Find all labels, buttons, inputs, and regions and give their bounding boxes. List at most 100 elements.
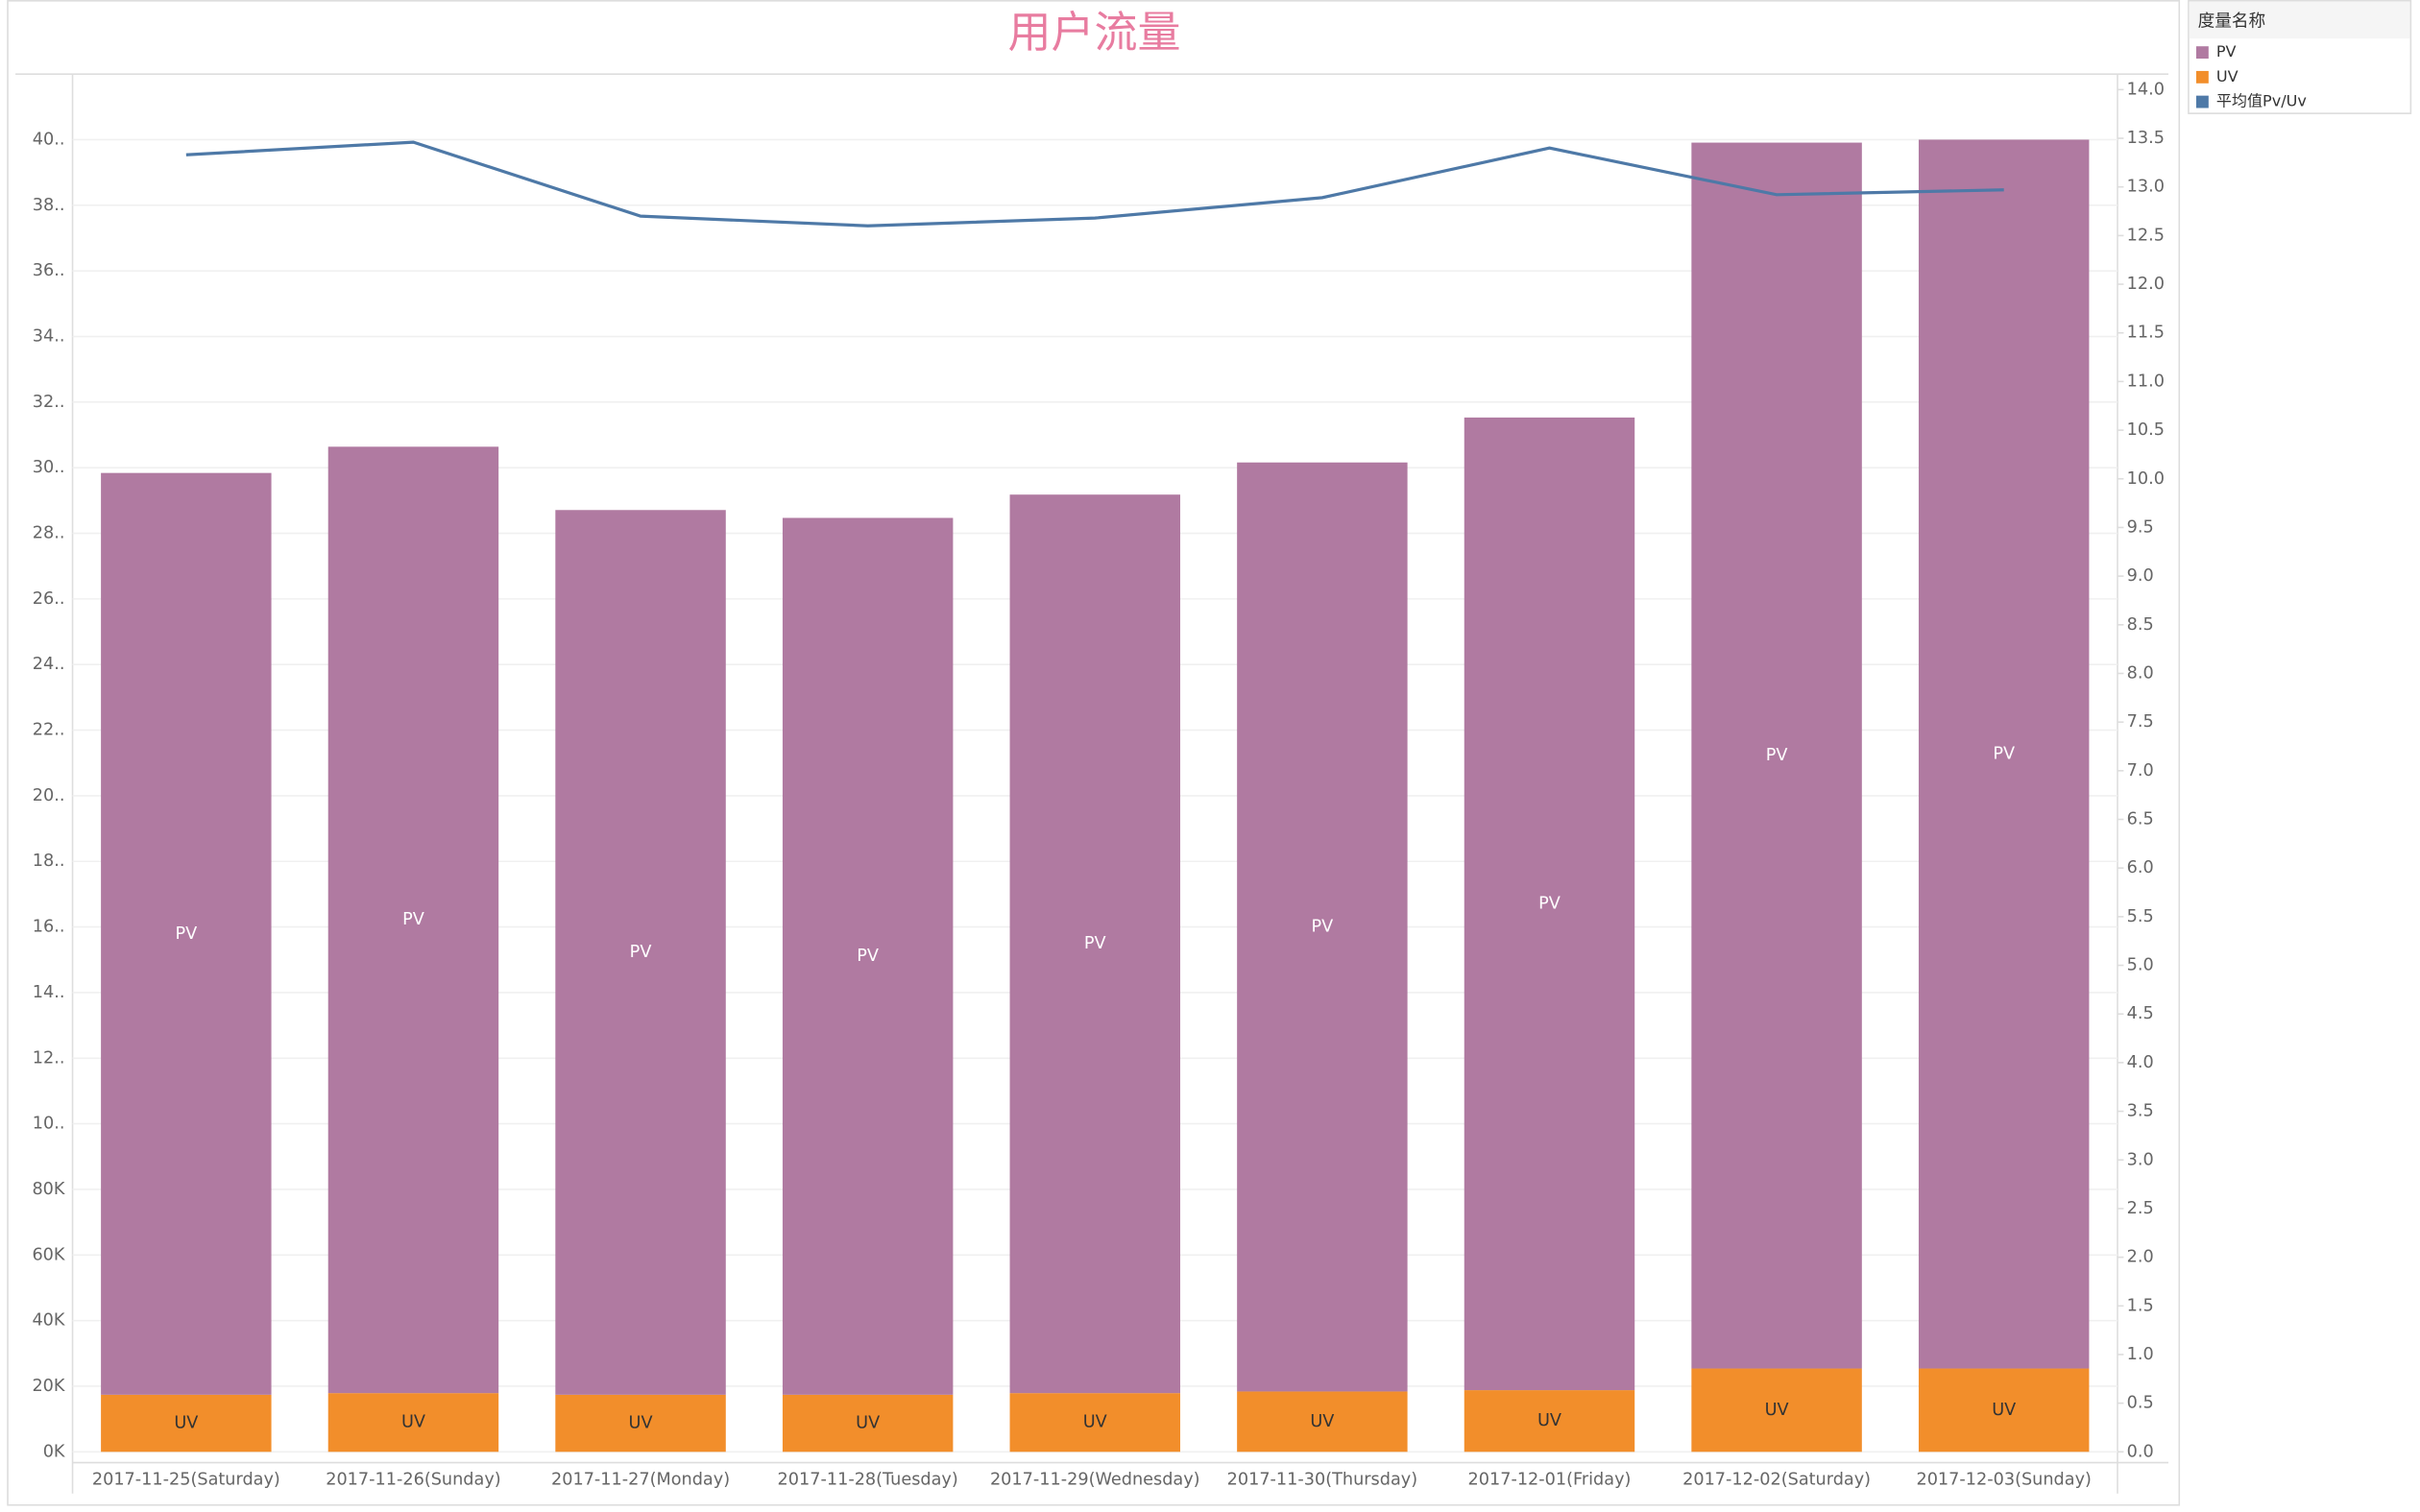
y-tick-label: 40..: [33, 130, 65, 149]
bar-label: PV: [175, 924, 197, 944]
y2-tick-label: 3.5: [2127, 1102, 2154, 1121]
y2-tick-label: 7.5: [2127, 712, 2154, 732]
y2-tick-label: 8.0: [2127, 663, 2154, 683]
y2-tick-label: 9.5: [2127, 517, 2154, 537]
y2-tick-label: 10.5: [2127, 420, 2165, 440]
y2-tick-label: 0.5: [2127, 1394, 2154, 1413]
y-tick-label: 40K: [32, 1311, 64, 1331]
bar-segment: [1691, 1368, 1862, 1452]
y2-tick-label: 4.5: [2127, 1004, 2154, 1023]
y2-tick-label: 3.0: [2127, 1150, 2154, 1169]
y2-tick-label: 1.5: [2127, 1296, 2154, 1315]
y-tick-label: 22..: [33, 721, 65, 740]
y-tick-label: 38..: [33, 196, 65, 215]
bar-segment: [555, 1394, 726, 1452]
bar-segment: [327, 1393, 499, 1452]
bar-label: UV: [1310, 1412, 1334, 1431]
line-series: [185, 140, 2004, 228]
legend-swatch: [2195, 95, 2209, 108]
y2-tick-label: 4.0: [2127, 1053, 2154, 1072]
y2-tick-label: 14.0: [2127, 80, 2165, 99]
bar-segment: [782, 517, 954, 1395]
bar-segment: [1237, 462, 1408, 1392]
bar-segment: [327, 446, 499, 1394]
bar-label: UV: [1537, 1411, 1561, 1430]
legend-title: 度量名称: [2198, 12, 2266, 32]
bar-label: PV: [857, 947, 879, 966]
bar-segment: [1464, 417, 1635, 1391]
bar-segment: [1009, 494, 1180, 1394]
y2-tick-label: 11.5: [2127, 324, 2165, 343]
bar-label: UV: [1083, 1413, 1107, 1432]
bar-label: PV: [1312, 918, 1334, 937]
y-tick-label: 34..: [33, 327, 65, 347]
y-tick-label: 14..: [33, 983, 65, 1002]
y2-tick-label: 6.5: [2127, 810, 2154, 829]
x-tick-label: 2017-11-28(Tuesday): [778, 1470, 958, 1489]
bar-label: UV: [174, 1414, 198, 1433]
y2-tick-label: 5.0: [2127, 956, 2154, 975]
y-tick-label: 36..: [33, 261, 65, 280]
legend-label: UV: [2216, 67, 2238, 85]
y-tick-label: 80K: [32, 1180, 64, 1199]
bar-label: PV: [1084, 934, 1106, 953]
y2-tick-label: 0.0: [2127, 1442, 2154, 1461]
bar-segment: [1918, 139, 2090, 1369]
y-tick-label: 20K: [32, 1377, 64, 1396]
y2-tick-label: 9.0: [2127, 566, 2154, 586]
legend-header: [2189, 1, 2410, 39]
y-tick-label: 26..: [33, 589, 65, 609]
bar-label: UV: [401, 1413, 425, 1432]
x-tick-label: 2017-12-03(Sunday): [1916, 1470, 2091, 1489]
x-tick-label: 2017-12-01(Friday): [1468, 1470, 1632, 1489]
y-tick-label: 28..: [33, 524, 65, 543]
y2-tick-label: 8.5: [2127, 615, 2154, 635]
y2-tick-label: 10.0: [2127, 469, 2165, 489]
bar-label: PV: [1538, 894, 1561, 913]
y-tick-label: 0K: [43, 1442, 65, 1461]
x-tick-label: 2017-11-26(Sunday): [326, 1470, 500, 1489]
x-tick-label: 2017-12-02(Saturday): [1682, 1470, 1871, 1489]
bar-label: PV: [1993, 745, 2015, 764]
bar-segment: [1009, 1393, 1180, 1452]
bar-label: UV: [1992, 1401, 2016, 1420]
bar-segment: [1237, 1391, 1408, 1452]
legend-swatch: [2195, 70, 2209, 84]
y-tick-label: 16..: [33, 918, 65, 937]
y2-tick-label: 1.0: [2127, 1345, 2154, 1364]
bar-segment: [101, 1394, 272, 1452]
legend-swatch: [2195, 46, 2209, 60]
bar-segment: [1464, 1390, 1635, 1452]
y-tick-label: 30..: [33, 458, 65, 477]
x-tick-label: 2017-11-29(Wednesday): [990, 1470, 1200, 1489]
bar-segment: [1691, 142, 1862, 1369]
y2-tick-label: 2.5: [2127, 1199, 2154, 1218]
bar-label: PV: [1766, 746, 1788, 765]
y2-tick-label: 7.0: [2127, 761, 2154, 780]
y2-tick-label: 5.5: [2127, 907, 2154, 926]
y2-tick-label: 13.5: [2127, 129, 2165, 148]
bar-segment: [1918, 1368, 2090, 1452]
y2-tick-label: 13.0: [2127, 178, 2165, 197]
x-tick-label: 2017-11-27(Monday): [551, 1470, 730, 1489]
legend-label: 平均值Pv/Uv: [2216, 92, 2308, 110]
y2-tick-label: 6.0: [2127, 858, 2154, 877]
bar-segment: [555, 510, 726, 1395]
legend-label: PV: [2216, 42, 2237, 60]
y2-tick-label: 12.5: [2127, 226, 2165, 245]
bar-segment: [782, 1394, 954, 1452]
y-tick-label: 24..: [33, 655, 65, 674]
bar-label: UV: [856, 1414, 880, 1433]
y-tick-label: 60K: [32, 1245, 64, 1264]
chart-frame: [7, 0, 2181, 1506]
y-tick-label: 10..: [33, 1115, 65, 1134]
y2-tick-label: 2.0: [2127, 1248, 2154, 1267]
chart-title: 用户流量: [1007, 7, 1180, 58]
y2-tick-label: 11.0: [2127, 372, 2165, 391]
y-tick-label: 32..: [33, 393, 65, 412]
y-tick-label: 18..: [33, 852, 65, 871]
y2-tick-label: 12.0: [2127, 275, 2165, 294]
bar-label: UV: [1765, 1401, 1789, 1420]
bar-label: PV: [630, 943, 652, 962]
